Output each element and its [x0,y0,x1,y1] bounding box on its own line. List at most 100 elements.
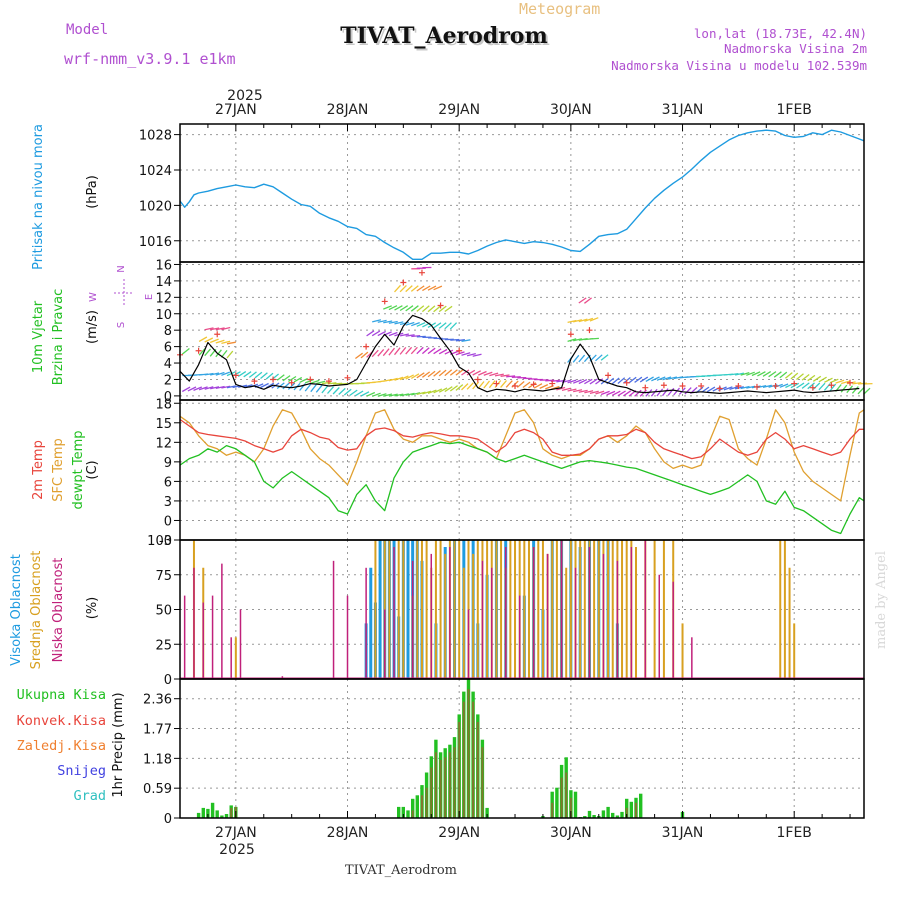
precip_total-bar-4 [215,810,219,818]
clouds-ytick-3: 75 [155,569,172,584]
wind-barb-27 [332,387,340,395]
temperature-unit: (C) [85,460,100,479]
wind-barb-304 [455,339,465,342]
wind-barb-166 [422,371,431,378]
wind-barb-346 [444,305,453,313]
wind-speed-line [179,314,860,394]
wind-barb-232 [790,372,799,380]
wind-barb-49 [455,384,464,391]
temperature-ytick-5: 12 [155,436,172,451]
wind-barb-281 [600,354,609,361]
wind-barb-283 [204,337,214,343]
bottom-day-label-0: 27JAN [215,825,257,841]
wind-barb-94 [706,386,716,393]
wind-barb-129 [215,371,225,376]
bottom-day-labels: 27JAN 28JAN 29JAN 30JAN 31JAN 1FEB [215,825,812,841]
wind-barb-138 [265,372,274,380]
wind-barb-54 [483,380,491,389]
precip_total-bar-9 [397,806,401,818]
wind-ylabel-2: Brzina i Pravac [51,289,66,386]
precip_total-bar-35 [573,791,578,818]
temperature-panel: -3 0 3 6 9 12 15 18 [155,397,865,549]
precip_conv-bar-17 [551,802,554,818]
wind-barb-50 [461,383,469,391]
wind-barb-4 [204,386,214,390]
gust-marker-32 [474,376,481,383]
precip_total-bar-6 [224,814,229,818]
precip_total-bar-47 [629,801,633,818]
wind-barb-29 [343,388,352,396]
wind-barb-234 [801,373,810,381]
wind-barb-240 [835,379,845,384]
wind-barb-84 [650,388,658,397]
wind-barb-83 [645,389,653,397]
temperature-ytick-4: 9 [164,456,172,471]
wind-ytick-7: 14 [155,275,172,290]
gust-marker-14 [307,376,314,383]
wind-barb-98 [729,386,739,391]
precip_total-bar-5 [220,815,224,818]
precip_total-bar-38 [587,810,592,818]
wind-barb-74 [595,390,605,395]
temperature-ytick-6: 15 [155,417,172,432]
wind-barb-342 [421,305,430,313]
wind-compass-icon: N E S W [88,265,155,328]
wind-barb-292 [388,331,398,337]
wind-barb-348 [584,297,592,304]
wind-barb-333 [584,317,594,322]
precip_conv-bar-5 [430,767,433,818]
wind-barb-26 [327,386,334,394]
gust-marker-12 [288,379,295,386]
precip_total-bar-44 [615,815,620,818]
wind-barb-38 [394,393,404,397]
gust-marker-16 [325,378,332,385]
pressure-ylabel: Pritisak na nivou mora [31,124,46,270]
wind-barb-8 [226,385,236,389]
bottom-day-label-5: 1FEB [776,825,811,841]
precip_total-bar-2 [206,808,210,818]
wind-barb-193 [572,379,582,384]
precip_conv-bar-18 [560,777,563,818]
t2m-line [179,418,864,460]
wind-barb-131 [226,371,236,377]
wind-barb-76 [606,390,616,396]
wind-barb-179 [494,373,504,377]
wind-ytick-1: 2 [164,373,172,388]
wind-barb-351 [405,285,413,293]
precip_conv-bar-2 [411,810,414,818]
wind-barb-347 [578,297,587,304]
wind-barb-196 [589,378,598,385]
wind-barb-339 [405,305,414,312]
top-day-label-0: 27JAN [215,102,257,118]
gust-marker-40 [549,380,556,387]
wind-barb-237 [818,376,827,383]
precip_total-bar-39 [592,815,596,818]
coords-label: lon,lat (18.73E, 42.4N) [694,26,867,41]
pressure-unit: (hPa) [85,175,100,209]
wind-barb-164 [410,373,420,379]
wind-barb-78 [617,390,626,397]
wind-barb-226 [757,371,766,377]
precip_total-bar-43 [611,812,615,818]
wind-barb-142 [288,375,297,382]
wind-barb-172 [455,369,464,376]
wind-barb-88 [673,387,680,396]
wind-barb-173 [461,369,470,376]
wind-barb-316 [377,319,387,323]
wind-barb-204 [634,376,643,383]
compass-W: W [88,292,99,302]
wind-barb-133 [237,371,247,377]
wind-barb-79 [623,390,632,397]
wind-barb-120 [851,386,859,394]
precip_total-bar-0 [196,812,201,818]
wind-barb-288 [366,330,375,337]
wind-barb-294 [399,333,410,337]
wind-barbs [181,266,873,397]
wind-barb-36 [383,393,393,397]
wind-barb-241 [841,380,851,385]
wind-barb-170 [444,369,453,377]
precip_conv-bar-15 [476,722,479,818]
temperature-ytick-2: 3 [164,495,172,510]
precip_total-bar-45 [620,811,624,818]
cloud-ylabels: Visoka Oblacnost Srednja Oblacnost Niska O… [9,551,66,670]
